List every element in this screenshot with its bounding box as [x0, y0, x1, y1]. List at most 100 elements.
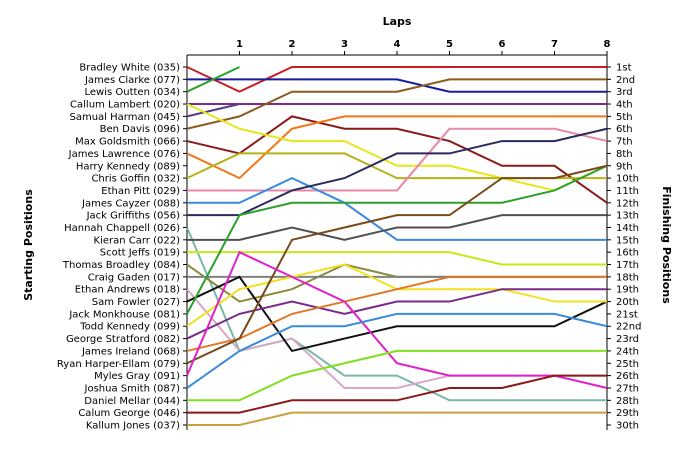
series-line [187, 411, 607, 426]
x-ticks: 1 2 3 4 5 6 7 8 [236, 39, 611, 55]
finishing-position-label: 28th [616, 396, 639, 407]
series-line [186, 250, 608, 389]
starting-driver-label: Sam Fowler (027) [92, 297, 180, 308]
starting-driver-label: Jack Monkhouse (081) [68, 309, 180, 320]
finishing-position-label: 8th [616, 149, 633, 160]
starting-driver-label: Myles Gray (091) [94, 371, 180, 382]
finishing-position-label: 26th [616, 371, 639, 382]
finishing-position-label: 27th [616, 383, 639, 394]
starting-driver-label: Callum Lambert (020) [70, 100, 180, 111]
x-tick-label: 3 [341, 39, 348, 50]
finishing-position-label: 16th [616, 248, 639, 259]
series-line [186, 103, 240, 118]
series-line [186, 288, 607, 340]
finishing-position-label: 6th [616, 124, 633, 135]
series-line [186, 275, 608, 353]
finishing-position-label: 20th [616, 297, 639, 308]
starting-driver-label: Ethan Andrews (018) [75, 285, 180, 296]
starting-driver-label: Harry Kennedy (089) [76, 161, 180, 172]
series-line [186, 115, 607, 180]
starting-driver-label: Jack Griffiths (056) [86, 211, 180, 222]
starting-driver-label: Bradley White (035) [79, 63, 180, 74]
starting-driver-label: James Lawrence (076) [68, 149, 180, 160]
series-line [186, 115, 608, 204]
finishing-position-label: 25th [616, 359, 639, 370]
starting-driver-label: Scott Jeffs (019) [100, 248, 180, 259]
series-lines [186, 66, 608, 426]
starting-driver-label: Thomas Broadley (084) [62, 260, 180, 271]
y-axis-title-left: Starting Positions [22, 189, 35, 301]
starting-driver-label: Hannah Chappell (026) [64, 223, 180, 234]
finishing-position-label: 13th [616, 211, 639, 222]
series-line [186, 288, 607, 389]
starting-driver-label: Kallum Jones (037) [86, 421, 180, 432]
starting-driver-label: Ryan Harper-Ellam (079) [57, 359, 180, 370]
starting-driver-label: Ethan Pitt (029) [101, 186, 180, 197]
y-axis-title-right: Finishing Positions [660, 186, 673, 304]
finishing-position-label: 24th [616, 346, 639, 357]
finishing-position-label: 19th [616, 285, 639, 296]
series-line [187, 176, 607, 241]
finishing-position-label: 2nd [616, 75, 635, 86]
starting-driver-label: Todd Kennedy (099) [79, 322, 180, 333]
x-tick-label: 1 [236, 39, 243, 50]
series-line [186, 66, 240, 93]
x-tick-label: 7 [551, 39, 558, 50]
series-line [187, 374, 607, 414]
series-line [186, 164, 608, 365]
series-line [187, 214, 607, 241]
finishing-position-label: 3rd [616, 87, 633, 98]
starting-driver-label: James Cayzer (088) [81, 198, 180, 209]
starting-driver-label: Lewis Outten (034) [84, 87, 180, 98]
starting-driver-label: James Clarke (077) [84, 75, 180, 86]
starting-driver-label: George Stratford (082) [66, 334, 180, 345]
finishing-position-label: 22nd [616, 322, 641, 333]
series-line [186, 312, 608, 389]
series-line [186, 164, 608, 315]
finishing-position-label: 18th [616, 272, 639, 283]
finishing-position-label: 10th [616, 174, 639, 185]
finishing-position-label: 11th [616, 186, 639, 197]
finishing-position-label: 21st [616, 309, 638, 320]
series-line [186, 78, 607, 130]
finishing-position-label: 12th [616, 198, 639, 209]
x-tick-label: 2 [289, 39, 296, 50]
x-tick-label: 5 [446, 39, 453, 50]
starting-driver-label: Daniel Mellar (044) [84, 396, 180, 407]
series-line [186, 66, 607, 93]
x-tick-label: 4 [394, 39, 401, 50]
starting-driver-label: Kieran Carr (022) [94, 235, 181, 246]
finishing-position-label: 17th [616, 260, 639, 271]
series-line [186, 103, 608, 192]
starting-driver-label: Joshua Smith (087) [84, 383, 181, 394]
finishing-position-label: 15th [616, 235, 639, 246]
starting-position-labels: Bradley White (035)James Clarke (077)Lew… [57, 63, 187, 432]
finishing-position-label: 9th [616, 161, 633, 172]
series-line [187, 251, 607, 266]
starting-driver-label: Chris Goffin (032) [91, 174, 180, 185]
finishing-position-label: 1st [616, 63, 632, 74]
starting-driver-label: Calum George (046) [78, 408, 180, 419]
finishing-position-label: 14th [616, 223, 639, 234]
finishing-position-label: 29th [616, 408, 639, 419]
series-line [186, 263, 607, 303]
finishing-position-label: 30th [616, 421, 639, 432]
starting-driver-label: Max Goldsmith (066) [75, 137, 180, 148]
starting-driver-label: Samual Harman (045) [70, 112, 181, 123]
series-line [187, 127, 608, 192]
finishing-position-label: 4th [616, 100, 633, 111]
starting-driver-label: James Ireland (068) [81, 346, 180, 357]
finishing-position-label: 7th [616, 137, 633, 148]
series-line [187, 349, 607, 402]
starting-driver-label: Craig Gaden (017) [88, 272, 180, 283]
x-tick-label: 6 [499, 39, 506, 50]
starting-driver-label: Ben Davis (096) [100, 124, 180, 135]
series-line [187, 127, 608, 217]
finishing-position-label: 5th [616, 112, 633, 123]
finishing-position-label: 23rd [616, 334, 639, 345]
series-line [187, 78, 607, 93]
series-line [186, 275, 607, 352]
x-tick-label: 8 [604, 39, 611, 50]
